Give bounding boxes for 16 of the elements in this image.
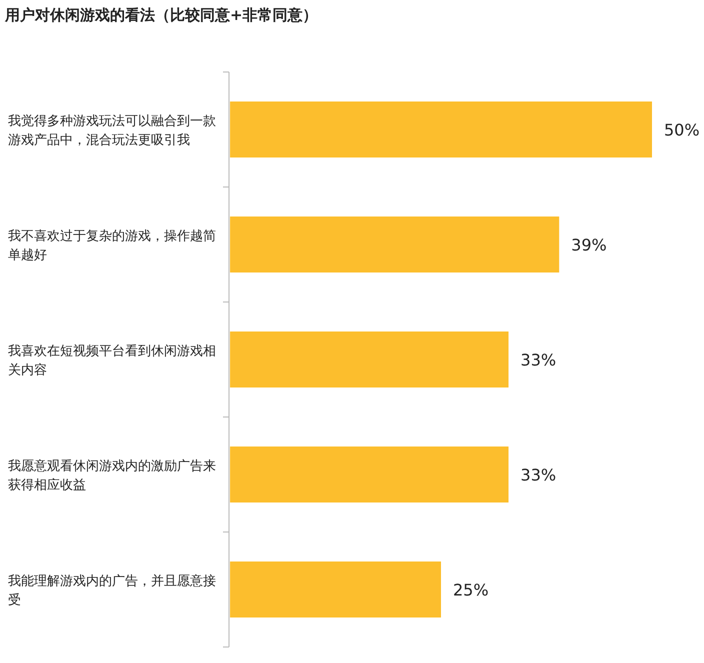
data-label: 25%	[453, 580, 489, 600]
y-tick-label: 我喜欢在短视频平台看到休闲游戏相关内容	[8, 344, 216, 378]
bar	[230, 562, 441, 618]
data-label: 39%	[571, 236, 607, 254]
data-label: 33%	[520, 466, 556, 484]
bar	[230, 216, 560, 272]
bar	[230, 332, 509, 388]
bar	[230, 102, 652, 158]
y-tick-label: 我不喜欢过于复杂的游戏，操作越简单越好	[8, 229, 216, 263]
data-label: 50%	[664, 120, 700, 140]
y-tick-label: 我愿意观看休闲游戏内的激励广告来获得相应收益	[8, 459, 216, 493]
data-label: 33%	[520, 350, 556, 370]
y-tick-label: 我觉得多种游戏玩法可以融合到一款游戏产品中，混合玩法更吸引我	[8, 114, 216, 148]
bar	[230, 446, 509, 502]
y-tick-label: 我能理解游戏内的广告，并且愿意接受	[8, 574, 216, 608]
chart-title: 用户对休闲游戏的看法（比较同意+非常同意）	[4, 6, 318, 24]
